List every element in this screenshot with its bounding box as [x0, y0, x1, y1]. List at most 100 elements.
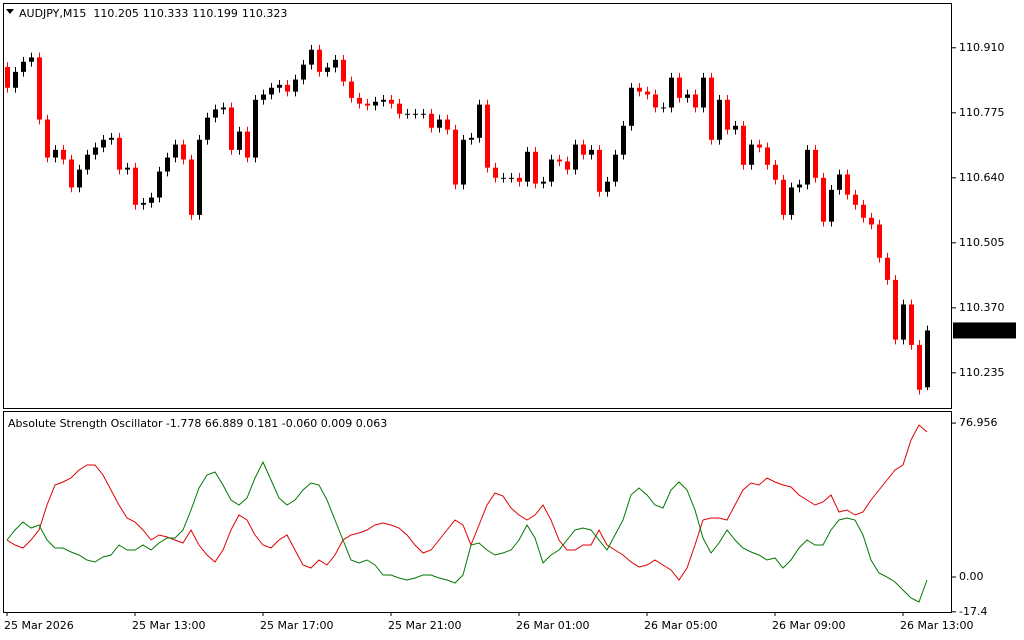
candle-body	[469, 137, 474, 140]
candle-body	[453, 129, 458, 185]
candle-body	[253, 99, 258, 158]
candle-body	[237, 131, 242, 150]
candle-body	[61, 149, 66, 160]
candle-body	[53, 149, 58, 158]
y-tick-label: 110.505	[959, 236, 1005, 249]
candle-body	[93, 147, 98, 155]
candle-body	[285, 84, 290, 92]
candle-body	[589, 149, 594, 155]
candle-body	[317, 49, 322, 72]
y-tick-label: 110.775	[959, 106, 1005, 119]
candle-body	[277, 84, 282, 88]
x-tick-label: 26 Mar 13:00	[900, 619, 973, 632]
candle-body	[805, 149, 810, 185]
candle-body	[613, 154, 618, 182]
candle-body	[573, 144, 578, 170]
candle-body	[605, 181, 610, 192]
y-tick-label: 110.910	[959, 41, 1005, 54]
candle-body	[69, 159, 74, 188]
candle-body	[853, 194, 858, 205]
candle-body	[597, 149, 602, 192]
candle-body	[685, 94, 690, 98]
candle-body	[525, 151, 530, 182]
candle-body	[837, 174, 842, 190]
candle-body	[429, 113, 434, 128]
candle-body	[893, 279, 898, 340]
candle-body	[333, 59, 338, 68]
candle-body	[373, 101, 378, 106]
candle-body	[781, 179, 786, 215]
candle-body	[413, 113, 418, 115]
x-tick-label: 26 Mar 09:00	[772, 619, 845, 632]
candle-body	[261, 94, 266, 100]
candle-body	[213, 109, 218, 118]
oscillator-line	[6, 460, 928, 603]
oscillator-header: Absolute Strength Oscillator -1.778 66.88…	[8, 417, 387, 430]
candle-body	[741, 125, 746, 165]
symbol-title: AUDJPY,M15	[19, 7, 86, 20]
candle-body	[509, 177, 514, 179]
candle-body	[917, 344, 922, 390]
x-tick-label: 26 Mar 01:00	[516, 619, 589, 632]
candle-body	[861, 204, 866, 218]
candle-body	[485, 104, 490, 168]
candle-body	[845, 174, 850, 195]
oscillator-line	[6, 424, 928, 581]
x-tick-label: 25 Mar 21:00	[388, 619, 461, 632]
candle-body	[149, 197, 154, 203]
y-tick-label: 0.00	[959, 570, 984, 583]
candle-body	[245, 131, 250, 158]
candle-body	[517, 177, 522, 182]
candle-body	[77, 169, 82, 188]
candle-body	[645, 91, 650, 95]
candle-body	[661, 107, 666, 109]
candle-body	[405, 113, 410, 115]
y-tick-label: -17.4	[959, 605, 987, 618]
candle-body	[125, 167, 130, 170]
symbol-menu-arrow[interactable]	[6, 9, 14, 14]
candle-body	[157, 171, 162, 198]
candle-body	[365, 103, 370, 106]
candle-body	[461, 139, 466, 185]
y-tick-label: 76.956	[959, 416, 998, 429]
candle-body	[677, 77, 682, 98]
candle-body	[501, 177, 506, 179]
candle-body	[565, 161, 570, 170]
price-panel	[3, 3, 952, 409]
candle-body	[717, 99, 722, 140]
oscillator-title: Absolute Strength Oscillator	[8, 417, 163, 430]
candle-body	[133, 167, 138, 205]
candle-body	[533, 151, 538, 184]
candle-body	[493, 167, 498, 178]
candle-body	[269, 87, 274, 95]
header-low: 110.199	[192, 7, 238, 20]
candle-body	[477, 104, 482, 138]
candle-body	[381, 99, 386, 102]
last-price-box	[953, 322, 1016, 339]
x-tick-label: 25 Mar 17:00	[260, 619, 333, 632]
x-tick-label: 25 Mar 13:00	[132, 619, 205, 632]
candle-body	[581, 144, 586, 155]
x-tick-label: 25 Mar 2026	[4, 619, 74, 632]
x-tick-label: 26 Mar 05:00	[644, 619, 717, 632]
candle-body	[669, 77, 674, 108]
candle-body	[789, 187, 794, 215]
candle-body	[189, 159, 194, 215]
candle-body	[301, 64, 306, 80]
y-tick-label: 110.640	[959, 171, 1005, 184]
candle-body	[349, 81, 354, 98]
candle-body	[877, 224, 882, 258]
candle-body	[421, 113, 426, 115]
candle-body	[397, 103, 402, 114]
candle-body	[325, 67, 330, 72]
candle-body	[437, 119, 442, 128]
candle-body	[205, 117, 210, 140]
price-header: AUDJPY,M15 110.205 110.333 110.199 110.323	[19, 7, 287, 20]
candle-body	[229, 107, 234, 150]
candle-body	[757, 144, 762, 148]
candle-body	[733, 125, 738, 130]
candle-body	[629, 87, 634, 126]
candle-body	[85, 154, 90, 170]
y-tick-label: 110.235	[959, 366, 1005, 379]
